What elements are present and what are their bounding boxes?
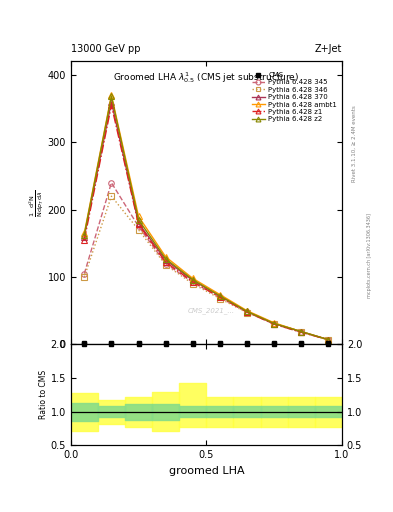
Pythia 6.428 ambt1: [218, 291, 222, 297]
Pythia 6.428 z1: [82, 237, 86, 243]
Line: Pythia 6.428 ambt1: Pythia 6.428 ambt1: [81, 92, 331, 343]
Pythia 6.428 346: [244, 310, 250, 316]
Pythia 6.428 z2: [299, 329, 303, 335]
Text: mcplots.cern.ch [arXiv:1306.3436]: mcplots.cern.ch [arXiv:1306.3436]: [367, 214, 373, 298]
Pythia 6.428 z1: [272, 321, 276, 327]
Line: Pythia 6.428 345: Pythia 6.428 345: [81, 180, 331, 343]
Pythia 6.428 z2: [244, 308, 250, 314]
Pythia 6.428 345: [218, 294, 222, 301]
Pythia 6.428 345: [109, 180, 114, 186]
Pythia 6.428 370: [163, 257, 168, 263]
CMS: [299, 340, 303, 346]
CMS: [136, 340, 141, 346]
Pythia 6.428 345: [136, 223, 141, 229]
Pythia 6.428 345: [326, 336, 331, 343]
Pythia 6.428 346: [136, 227, 141, 233]
Pythia 6.428 346: [299, 329, 303, 335]
CMS: [272, 340, 276, 346]
Pythia 6.428 345: [244, 309, 250, 315]
Pythia 6.428 z1: [218, 294, 222, 301]
CMS: [218, 340, 222, 346]
Pythia 6.428 ambt1: [299, 329, 303, 335]
Pythia 6.428 z2: [190, 276, 195, 283]
Pythia 6.428 345: [163, 261, 168, 267]
Pythia 6.428 z1: [326, 336, 331, 343]
Pythia 6.428 345: [299, 329, 303, 335]
Pythia 6.428 z1: [109, 102, 114, 109]
Pythia 6.428 z1: [163, 259, 168, 265]
Line: Pythia 6.428 z1: Pythia 6.428 z1: [81, 102, 331, 343]
Text: CMS_2021_...: CMS_2021_...: [188, 307, 235, 314]
Pythia 6.428 ambt1: [82, 230, 86, 237]
Line: Pythia 6.428 346: Pythia 6.428 346: [81, 194, 331, 343]
Pythia 6.428 z2: [326, 336, 331, 343]
Line: Pythia 6.428 z2: Pythia 6.428 z2: [81, 94, 331, 343]
Pythia 6.428 ambt1: [244, 308, 250, 314]
Pythia 6.428 346: [272, 321, 276, 327]
Pythia 6.428 370: [244, 308, 250, 314]
Y-axis label: Ratio to CMS: Ratio to CMS: [39, 370, 48, 419]
Pythia 6.428 345: [272, 321, 276, 327]
Pythia 6.428 370: [190, 278, 195, 284]
X-axis label: groomed LHA: groomed LHA: [169, 466, 244, 476]
Y-axis label: $\frac{1}{\mathrm{N}}\frac{\mathrm{d}^2\mathrm{N}}{\mathrm{d}p_T\,\mathrm{d}\lam: $\frac{1}{\mathrm{N}}\frac{\mathrm{d}^2\…: [28, 189, 46, 217]
Text: Z+Jet: Z+Jet: [314, 44, 342, 54]
CMS: [82, 340, 86, 346]
Pythia 6.428 z2: [272, 321, 276, 327]
Pythia 6.428 z2: [136, 217, 141, 223]
Pythia 6.428 346: [218, 295, 222, 302]
Pythia 6.428 ambt1: [109, 92, 114, 98]
Line: CMS: CMS: [82, 340, 331, 346]
Pythia 6.428 346: [326, 336, 331, 343]
Pythia 6.428 ambt1: [190, 275, 195, 282]
Text: Groomed LHA $\lambda^{1}_{0.5}$ (CMS jet substructure): Groomed LHA $\lambda^{1}_{0.5}$ (CMS jet…: [113, 70, 299, 85]
Pythia 6.428 z2: [218, 293, 222, 299]
Pythia 6.428 370: [109, 99, 114, 105]
Pythia 6.428 ambt1: [272, 320, 276, 326]
Pythia 6.428 z1: [136, 221, 141, 227]
Pythia 6.428 346: [190, 281, 195, 287]
Pythia 6.428 346: [82, 274, 86, 280]
CMS: [244, 340, 250, 346]
Pythia 6.428 ambt1: [163, 254, 168, 260]
CMS: [109, 340, 114, 346]
Pythia 6.428 345: [190, 280, 195, 286]
Pythia 6.428 z2: [163, 256, 168, 262]
CMS: [163, 340, 168, 346]
Pythia 6.428 370: [272, 321, 276, 327]
Pythia 6.428 370: [136, 220, 141, 226]
Text: 13000 GeV pp: 13000 GeV pp: [71, 44, 140, 54]
Pythia 6.428 z1: [190, 279, 195, 285]
CMS: [190, 340, 195, 346]
Pythia 6.428 z2: [109, 93, 114, 99]
Pythia 6.428 370: [299, 329, 303, 335]
Pythia 6.428 z2: [82, 231, 86, 238]
Text: Rivet 3.1.10, ≥ 2.4M events: Rivet 3.1.10, ≥ 2.4M events: [352, 105, 357, 182]
Legend: CMS, Pythia 6.428 345, Pythia 6.428 346, Pythia 6.428 370, Pythia 6.428 ambt1, P: CMS, Pythia 6.428 345, Pythia 6.428 346,…: [250, 71, 338, 124]
Pythia 6.428 370: [82, 233, 86, 240]
Pythia 6.428 346: [109, 193, 114, 199]
Pythia 6.428 z1: [299, 329, 303, 335]
CMS: [326, 340, 331, 346]
Pythia 6.428 345: [82, 270, 86, 276]
Pythia 6.428 370: [218, 293, 222, 299]
Pythia 6.428 346: [163, 262, 168, 268]
Pythia 6.428 z1: [244, 309, 250, 315]
Pythia 6.428 ambt1: [326, 336, 331, 343]
Line: Pythia 6.428 370: Pythia 6.428 370: [81, 99, 331, 343]
Pythia 6.428 ambt1: [136, 214, 141, 220]
Pythia 6.428 370: [326, 336, 331, 343]
